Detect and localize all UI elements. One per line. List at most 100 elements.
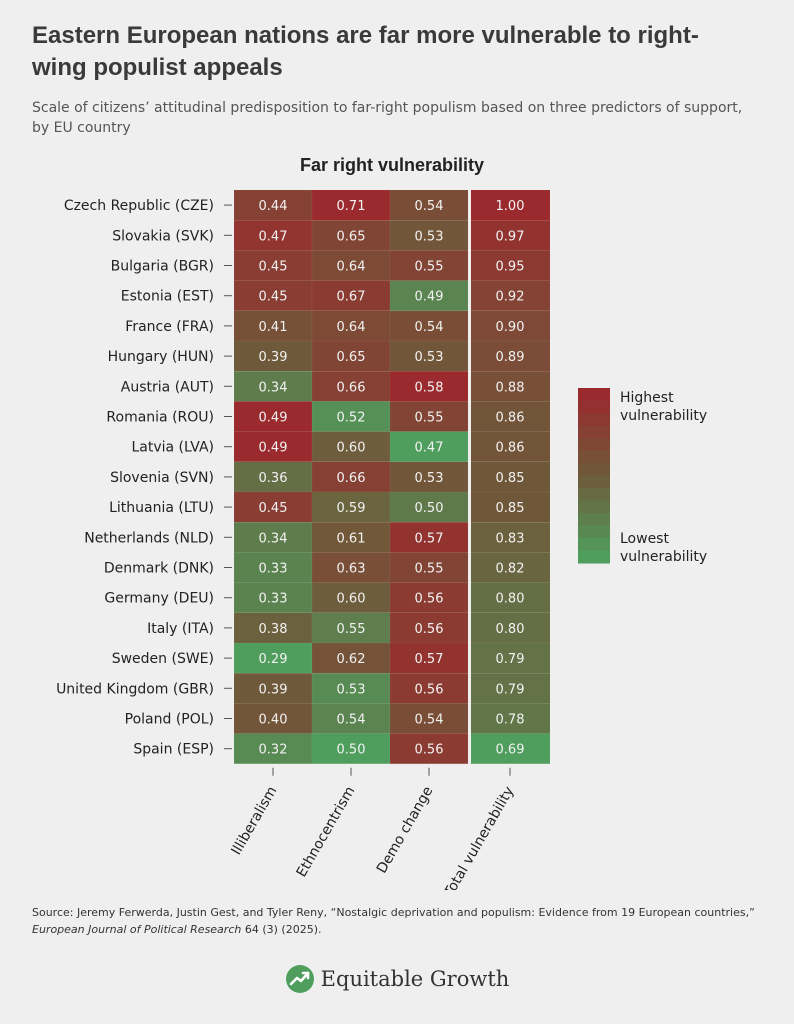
cell-value: 0.56: [415, 622, 444, 637]
cell-value: 0.60: [337, 592, 366, 607]
cell-value: 0.47: [259, 229, 288, 244]
cell-value: 0.64: [337, 320, 366, 335]
source-suffix: 64 (3) (2025).: [241, 923, 322, 936]
heatmap-cell: [233, 612, 313, 644]
cell-value: 0.53: [337, 682, 366, 697]
heatmap-cell: [469, 733, 551, 765]
row-label: France (FRA): [125, 319, 214, 335]
cell-value: 0.54: [415, 320, 444, 335]
cell-value: 0.55: [337, 622, 366, 637]
row-label: Slovenia (SVN): [110, 470, 214, 486]
legend-high-label: Highest vulnerability: [620, 390, 707, 424]
cell-value: 0.50: [337, 743, 366, 758]
cell-value: 0.32: [259, 743, 288, 758]
heatmap-cell: [311, 733, 391, 765]
cell-value: 0.59: [337, 501, 366, 516]
source-prefix: Source: Jeremy Ferwerda, Justin Gest, an…: [32, 906, 755, 919]
heatmap-cell: [311, 431, 391, 463]
row-label: Sweden (SWE): [112, 651, 214, 667]
legend-swatch: [578, 425, 610, 439]
heatmap-cell: [233, 431, 313, 463]
legend-swatch: [578, 488, 610, 501]
heatmap-cell: [233, 250, 313, 281]
row-label: Austria (AUT): [121, 379, 214, 395]
cell-value: 0.65: [337, 229, 366, 244]
cell-value: 0.56: [415, 682, 444, 697]
legend-swatch: [578, 438, 610, 451]
row-label: Romania (ROU): [106, 410, 214, 426]
heatmap-cell: [233, 703, 313, 734]
heatmap-cell: [469, 703, 551, 734]
heatmap-cell: [233, 461, 313, 493]
heatmap-cell: [469, 642, 551, 674]
cell-value: 0.56: [415, 743, 444, 758]
cell-value: 0.65: [337, 350, 366, 365]
cell-value: 0.97: [496, 229, 525, 244]
rising-arrow-logo-icon: [285, 965, 314, 993]
row-label: Hungary (HUN): [108, 349, 214, 365]
cell-value: 0.86: [496, 441, 525, 456]
heatmap-cell: [469, 280, 551, 312]
heatmap-cell: [469, 521, 551, 553]
heatmap-cell: [469, 491, 551, 523]
heatmap-cell: [469, 370, 551, 402]
heatmap-cell: [311, 461, 391, 493]
heatmap-cell: [233, 582, 313, 614]
cell-value: 0.82: [496, 562, 525, 577]
heatmap-cell: [389, 672, 469, 704]
cell-value: 0.95: [496, 260, 525, 275]
cell-value: 0.85: [496, 471, 525, 486]
cell-value: 0.45: [259, 290, 288, 305]
row-label: Italy (ITA): [147, 621, 214, 637]
heatmap-cell: [389, 552, 469, 583]
cell-value: 1.00: [496, 199, 525, 214]
heatmap-cell: [469, 431, 551, 463]
legend-swatch: [578, 500, 610, 514]
cell-value: 0.52: [337, 411, 366, 426]
heatmap-cell: [389, 431, 469, 463]
row-label: United Kingdom (GBR): [56, 681, 214, 697]
row-label: Lithuania (LTU): [109, 500, 214, 516]
heatmap-cell: [469, 401, 551, 432]
heatmap-cell: [311, 521, 391, 553]
cell-value: 0.54: [415, 199, 444, 214]
heatmap-cell: [233, 672, 313, 704]
cell-value: 0.60: [337, 441, 366, 456]
heatmap-cell: [233, 401, 313, 432]
cell-value: 0.57: [415, 652, 444, 667]
row-label: Spain (ESP): [133, 742, 214, 758]
brand-name: Equitable Growth: [320, 967, 510, 991]
cell-value: 0.71: [337, 199, 366, 214]
heatmap-cell: [233, 521, 313, 553]
heatmap-cell: [389, 491, 469, 523]
chart-title: Eastern European nations are far more vu…: [32, 22, 699, 81]
heatmap-cell: [311, 612, 391, 644]
column-label: Illiberalism: [228, 784, 280, 858]
cell-value: 0.41: [259, 320, 288, 335]
heatmap-cell: [469, 310, 551, 342]
row-label: Netherlands (NLD): [84, 530, 214, 546]
cell-value: 0.85: [496, 501, 525, 516]
heatmap-chart: Far right vulnerability Czech Republic (C…: [56, 155, 707, 890]
heatmap-cell: [469, 340, 551, 372]
cell-value: 0.63: [337, 562, 366, 577]
cell-value: 0.29: [259, 652, 288, 667]
row-label: Czech Republic (CZE): [64, 198, 214, 214]
heatmap-cell: [311, 672, 391, 704]
cell-value: 0.62: [337, 652, 366, 667]
heatmap-cell: [389, 310, 469, 342]
cell-value: 0.40: [259, 713, 288, 728]
cell-value: 0.45: [259, 501, 288, 516]
legend-swatch: [578, 525, 610, 539]
heatmap-title: Far right vulnerability: [300, 155, 484, 175]
heatmap-cell: [311, 491, 391, 523]
legend-swatch: [578, 538, 610, 551]
cell-value: 0.36: [259, 471, 288, 486]
legend-swatch: [578, 550, 610, 564]
cell-value: 0.88: [496, 380, 525, 395]
heatmap-cell: [311, 703, 391, 734]
cell-value: 0.79: [496, 652, 525, 667]
cell-value: 0.34: [259, 380, 288, 395]
cell-value: 0.54: [337, 713, 366, 728]
heatmap-cell: [311, 642, 391, 674]
